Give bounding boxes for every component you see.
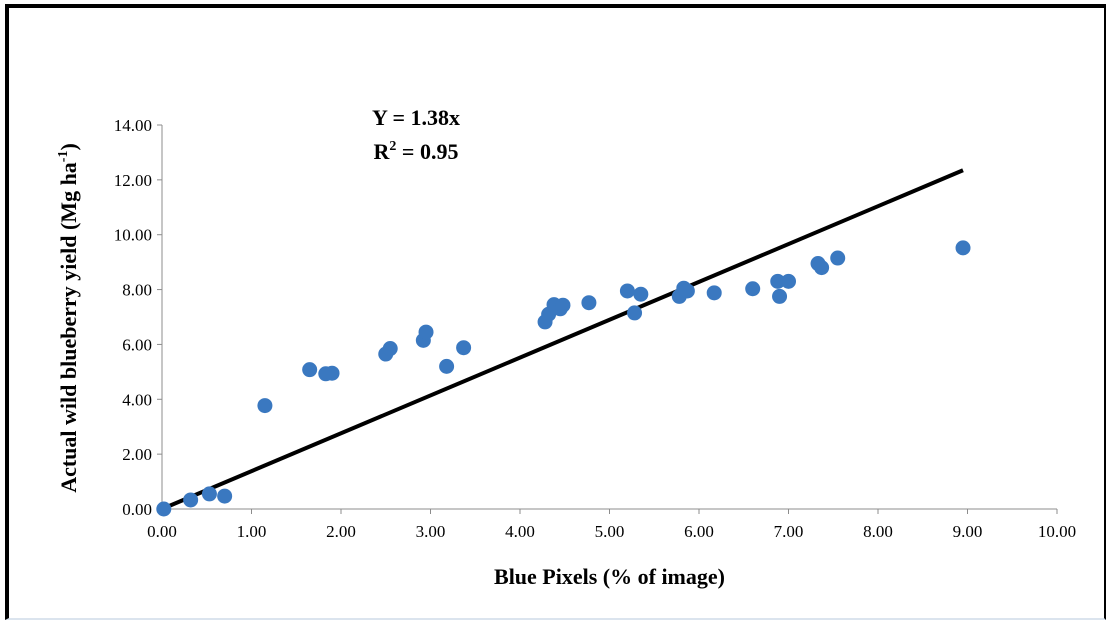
x-tick-label: 3.00 bbox=[416, 522, 446, 541]
data-point bbox=[555, 297, 571, 313]
data-point bbox=[418, 324, 434, 340]
y-tick-label: 14.00 bbox=[114, 116, 152, 135]
x-tick-label: 0.00 bbox=[147, 522, 177, 541]
y-tick-label: 6.00 bbox=[122, 335, 152, 354]
data-point bbox=[745, 281, 761, 297]
data-point bbox=[706, 285, 722, 301]
data-point bbox=[382, 341, 398, 357]
data-point bbox=[257, 398, 273, 414]
y-tick-label: 4.00 bbox=[122, 390, 152, 409]
r-squared-label: R2 = 0.95 bbox=[374, 139, 459, 164]
x-tick-label: 1.00 bbox=[237, 522, 267, 541]
data-point bbox=[581, 295, 597, 311]
y-axis-title: Actual wild blueberry yield (Mg ha-1) bbox=[56, 143, 81, 493]
axes: 0.00 1.00 2.00 3.00 4.00 5.00 6.00 7.00 8.00 9.00… bbox=[114, 116, 1076, 541]
x-tick-label: 9.00 bbox=[953, 522, 983, 541]
x-tick-label: 2.00 bbox=[326, 522, 356, 541]
data-point bbox=[456, 340, 472, 356]
x-tick-label: 5.00 bbox=[595, 522, 625, 541]
data-point bbox=[627, 305, 643, 321]
data-point bbox=[781, 273, 796, 289]
data-point bbox=[955, 240, 971, 256]
x-tick-label: 7.00 bbox=[774, 522, 804, 541]
data-point bbox=[830, 250, 846, 266]
data-point bbox=[156, 501, 172, 517]
data-point bbox=[814, 260, 830, 276]
data-point bbox=[619, 283, 635, 299]
trendline-group bbox=[161, 168, 964, 511]
x-tick-label: 4.00 bbox=[505, 522, 535, 541]
trendline bbox=[161, 168, 964, 511]
data-point bbox=[302, 362, 318, 378]
y-tick-label: 0.00 bbox=[122, 500, 152, 519]
data-point bbox=[633, 286, 649, 302]
y-tick-label: 2.00 bbox=[122, 445, 152, 464]
data-point bbox=[201, 486, 217, 502]
data-point bbox=[183, 492, 199, 508]
x-axis-title: Blue Pixels (% of image) bbox=[494, 564, 725, 589]
x-tick-label: 8.00 bbox=[863, 522, 893, 541]
data-point bbox=[679, 283, 695, 299]
y-tick-label: 12.00 bbox=[114, 171, 152, 190]
trendline-equation: Y = 1.38x bbox=[372, 105, 460, 130]
y-tick-label: 10.00 bbox=[114, 226, 152, 245]
x-tick-label: 10.00 bbox=[1038, 522, 1076, 541]
data-point bbox=[772, 288, 788, 304]
data-point bbox=[324, 365, 340, 381]
x-tick-label: 6.00 bbox=[684, 522, 714, 541]
points-group bbox=[156, 240, 971, 517]
labels-group: Blue Pixels (% of image) Actual wild blue… bbox=[56, 105, 725, 589]
y-tick-label: 8.00 bbox=[122, 281, 152, 300]
data-point bbox=[217, 488, 233, 504]
data-point bbox=[439, 358, 455, 374]
data-point bbox=[770, 273, 786, 289]
